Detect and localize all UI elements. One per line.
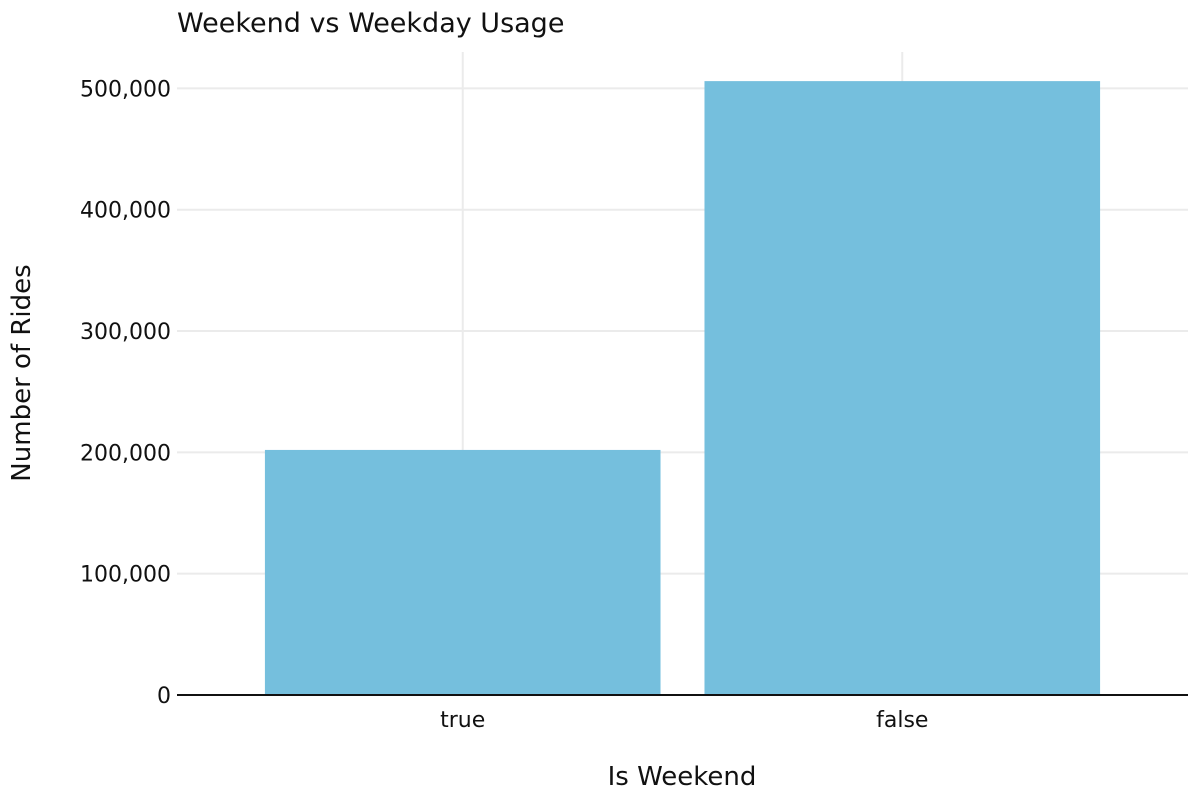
bars-layer [264,81,1101,695]
x-tick-label: true [440,708,485,733]
y-tick-label: 500,000 [80,77,171,102]
y-tick-label: 0 [157,684,171,709]
y-tick-label: 300,000 [80,320,171,345]
x-tick-label: false [876,708,928,733]
x-axis-title: Is Weekend [608,762,757,792]
y-tick-label: 100,000 [80,563,171,588]
y-tick-label: 200,000 [80,441,171,466]
chart-title: Weekend vs Weekday Usage [177,8,564,39]
y-axis-ticks: 0 100,000 200,000 300,000 400,000 500,000 [80,77,171,709]
y-axis-title: Number of Rides [7,264,37,481]
y-tick-label: 400,000 [80,199,171,224]
bar-true [264,449,661,695]
x-axis-ticks: true false [440,708,928,733]
bar-false [704,81,1101,695]
